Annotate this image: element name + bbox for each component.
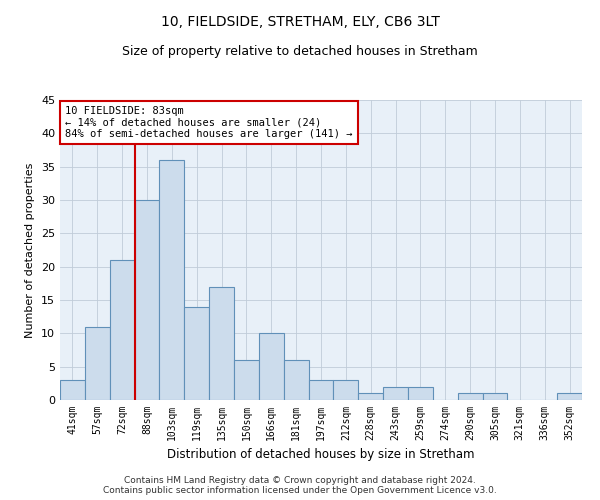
Bar: [308, 380, 334, 400]
Bar: [408, 386, 433, 400]
X-axis label: Distribution of detached houses by size in Stretham: Distribution of detached houses by size …: [167, 448, 475, 462]
Bar: [110, 260, 134, 400]
Text: 10, FIELDSIDE, STRETHAM, ELY, CB6 3LT: 10, FIELDSIDE, STRETHAM, ELY, CB6 3LT: [161, 15, 439, 29]
Bar: [557, 394, 582, 400]
Text: Contains HM Land Registry data © Crown copyright and database right 2024.
Contai: Contains HM Land Registry data © Crown c…: [103, 476, 497, 495]
Bar: [284, 360, 308, 400]
Bar: [234, 360, 259, 400]
Bar: [85, 326, 110, 400]
Bar: [383, 386, 408, 400]
Bar: [60, 380, 85, 400]
Bar: [259, 334, 284, 400]
Bar: [184, 306, 209, 400]
Bar: [209, 286, 234, 400]
Bar: [160, 160, 184, 400]
Bar: [358, 394, 383, 400]
Bar: [458, 394, 482, 400]
Bar: [334, 380, 358, 400]
Text: Size of property relative to detached houses in Stretham: Size of property relative to detached ho…: [122, 45, 478, 58]
Y-axis label: Number of detached properties: Number of detached properties: [25, 162, 35, 338]
Text: 10 FIELDSIDE: 83sqm
← 14% of detached houses are smaller (24)
84% of semi-detach: 10 FIELDSIDE: 83sqm ← 14% of detached ho…: [65, 106, 353, 139]
Bar: [482, 394, 508, 400]
Bar: [134, 200, 160, 400]
